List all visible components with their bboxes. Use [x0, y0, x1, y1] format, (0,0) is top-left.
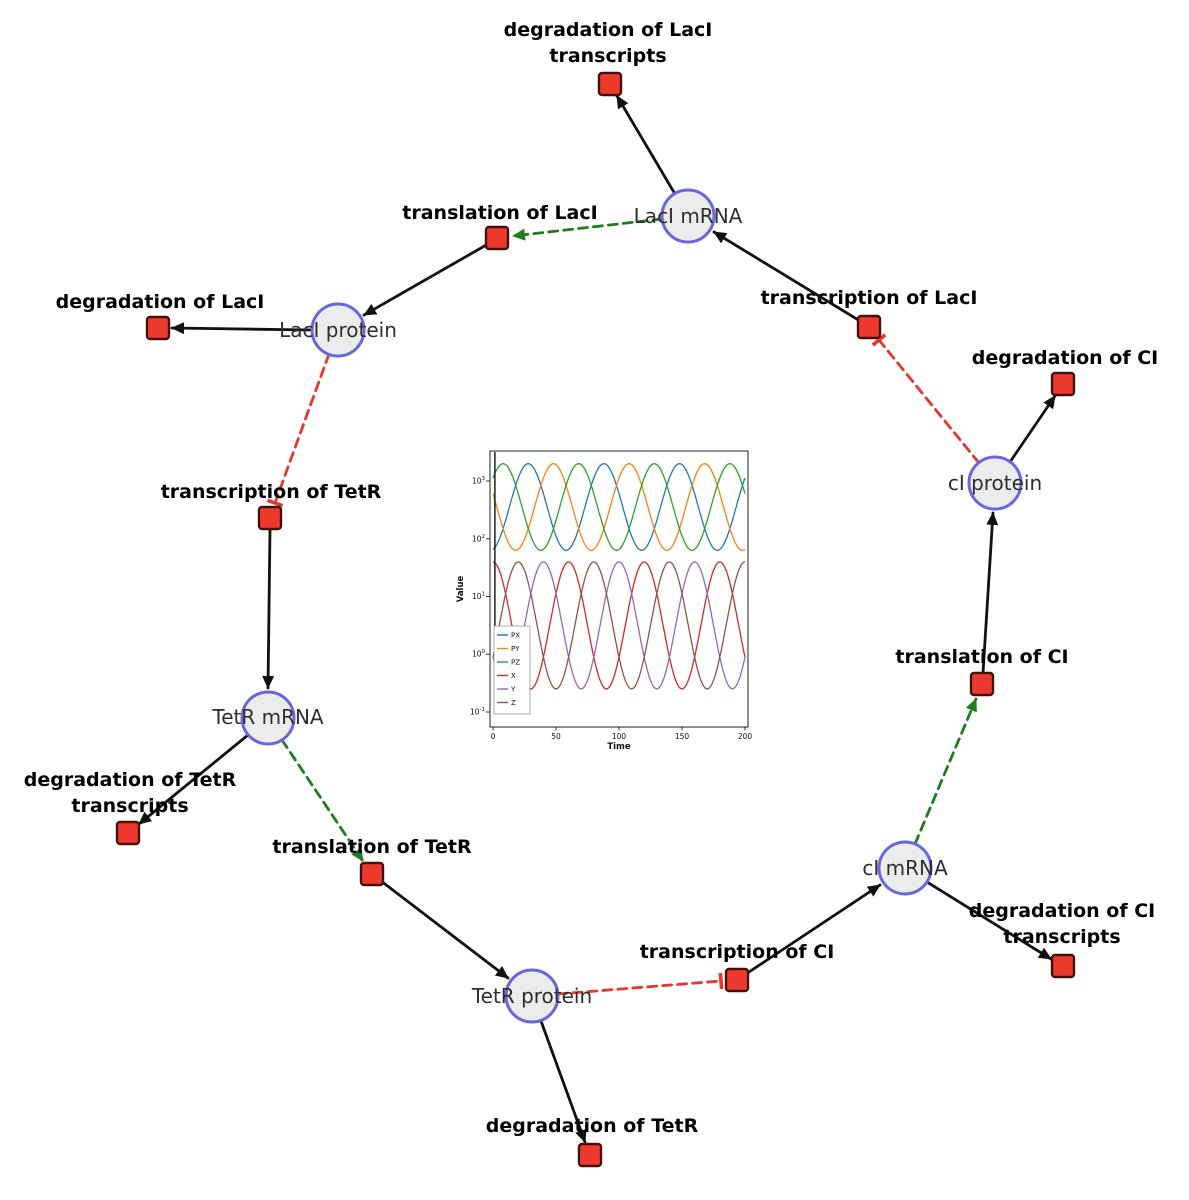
edges — [137, 94, 1057, 1144]
svg-text:100: 100 — [472, 649, 486, 659]
edge-ci-protein-inhibits-transcription-laci — [871, 333, 981, 465]
edge-translation-laci-to-laci-protein — [362, 242, 490, 317]
species-node-laci-mrna[interactable] — [660, 188, 716, 244]
edge-tetr-mrna-activates-translation-tetr — [280, 738, 365, 863]
label-deg-tetr: degradation of TetR — [485, 1115, 699, 1137]
svg-text:0: 0 — [491, 732, 496, 741]
svg-text:103: 103 — [472, 476, 486, 486]
svg-text:101: 101 — [472, 592, 485, 602]
edge-transcription-ci-to-ci-mrna — [744, 883, 882, 976]
edge-ci-mrna-to-deg-ci-transcripts — [925, 880, 1053, 961]
svg-text:X: X — [511, 672, 516, 680]
species-node-tetr-mrna[interactable] — [240, 690, 296, 746]
label-translation-laci: translation of LacI — [402, 202, 598, 224]
chart-xlabel: Time — [607, 742, 631, 752]
label-ci-mrna: cI mRNA — [862, 856, 948, 880]
edge-ci-protein-to-deg-ci — [1008, 394, 1057, 464]
reaction-node-deg-ci-transcripts[interactable] — [1050, 953, 1076, 979]
label-transcription-ci: transcription of CI — [639, 941, 835, 963]
reaction-node-deg-tetr[interactable] — [577, 1142, 603, 1168]
chart-series-Z — [492, 561, 746, 690]
edge-translation-tetr-to-tetr-protein — [379, 879, 510, 980]
chart-ylabel: Value — [456, 575, 466, 602]
reaction-node-transcription-tetr[interactable] — [257, 505, 283, 531]
svg-text:10-1: 10-1 — [470, 707, 485, 717]
edge-laci-mrna-to-deg-laci-transcripts — [615, 94, 677, 196]
chart-series-PZ — [492, 463, 746, 551]
label-laci-mrna: LacI mRNA — [633, 204, 743, 228]
edge-translation-ci-to-ci-protein — [981, 511, 999, 675]
edge-tetr-protein-inhibits-transcription-ci — [556, 972, 724, 996]
label-deg-ci: degradation of CI — [971, 347, 1159, 369]
svg-text:200: 200 — [738, 732, 753, 741]
label-deg-ci-transcripts: degradation of CI transcripts — [969, 898, 1155, 950]
label-line: degradation of CI — [968, 900, 1156, 922]
chart-axes: 0 50 100 150 200 10-1 100 101 102 103 — [470, 476, 752, 741]
label-deg-laci-transcripts: degradation of LacI transcripts — [504, 17, 713, 69]
chart-series-Y — [492, 561, 746, 690]
inset-chart: 0 50 100 150 20010-1100101102103TimeValuePXP… — [450, 438, 772, 760]
edge-ci-mrna-activates-translation-ci — [913, 697, 978, 846]
svg-text:Z: Z — [511, 699, 516, 707]
edge-transcription-laci-to-laci-mrna — [712, 230, 862, 323]
nodes — [115, 71, 1076, 1168]
reaction-node-deg-laci[interactable] — [145, 315, 171, 341]
reaction-node-deg-laci-transcripts[interactable] — [597, 71, 623, 97]
label-tetr-mrna: TetR mRNA — [212, 705, 324, 729]
label-line: transcripts — [549, 45, 667, 67]
edge-tetr-protein-to-deg-tetr — [539, 1019, 587, 1144]
chart-legend: PX PY PZ XYZ — [493, 625, 531, 715]
label-translation-tetr: translation of TetR — [272, 836, 472, 858]
label-line: degradation of LacI — [503, 19, 713, 41]
reaction-node-translation-ci[interactable] — [969, 671, 995, 697]
svg-text:50: 50 — [551, 732, 561, 741]
label-transcription-tetr: transcription of TetR — [160, 481, 382, 503]
reaction-node-transcription-ci[interactable] — [724, 967, 750, 993]
label-translation-ci: translation of CI — [895, 646, 1069, 668]
label-ci-protein: cI protein — [947, 471, 1043, 495]
svg-text:102: 102 — [472, 534, 485, 544]
species-node-ci-protein[interactable] — [967, 455, 1023, 511]
label-laci-protein: LacI protein — [279, 318, 397, 342]
species-node-tetr-protein[interactable] — [504, 968, 560, 1024]
reaction-node-deg-ci[interactable] — [1050, 371, 1076, 397]
label-line: degradation of TetR — [23, 769, 237, 791]
edge-laci-mrna-activates-translation-laci — [511, 217, 664, 241]
label-deg-tetr-transcripts: degradation of TetR transcripts — [24, 767, 236, 819]
svg-text:PZ: PZ — [511, 659, 520, 667]
reaction-node-translation-tetr[interactable] — [359, 861, 385, 887]
species-node-laci-protein[interactable] — [310, 302, 366, 358]
species-node-ci-mrna[interactable] — [877, 840, 933, 896]
label-deg-laci: degradation of LacI — [55, 291, 265, 313]
label-line: transcripts — [1003, 926, 1121, 948]
edge-laci-protein-inhibits-transcription-tetr — [266, 352, 331, 508]
svg-text:PY: PY — [511, 645, 520, 653]
edge-tetr-mrna-to-deg-tetr-transcripts — [137, 733, 250, 826]
reaction-node-transcription-laci[interactable] — [856, 314, 882, 340]
chart-series-PX — [492, 463, 746, 551]
chart-series-PY — [492, 463, 746, 551]
edge-laci-protein-to-deg-laci — [170, 322, 314, 335]
svg-text:150: 150 — [675, 732, 690, 741]
edge-transcription-tetr-to-tetr-mrna — [262, 527, 275, 690]
svg-text:PX: PX — [511, 632, 520, 640]
label-line: transcripts — [71, 795, 189, 817]
label-transcription-laci: transcription of LacI — [760, 287, 978, 309]
reaction-node-translation-laci[interactable] — [484, 225, 510, 251]
label-tetr-protein: TetR protein — [471, 984, 593, 1008]
reaction-node-deg-tetr-transcripts[interactable] — [115, 820, 141, 846]
svg-text:100: 100 — [612, 732, 627, 741]
svg-text:Y: Y — [510, 686, 516, 694]
